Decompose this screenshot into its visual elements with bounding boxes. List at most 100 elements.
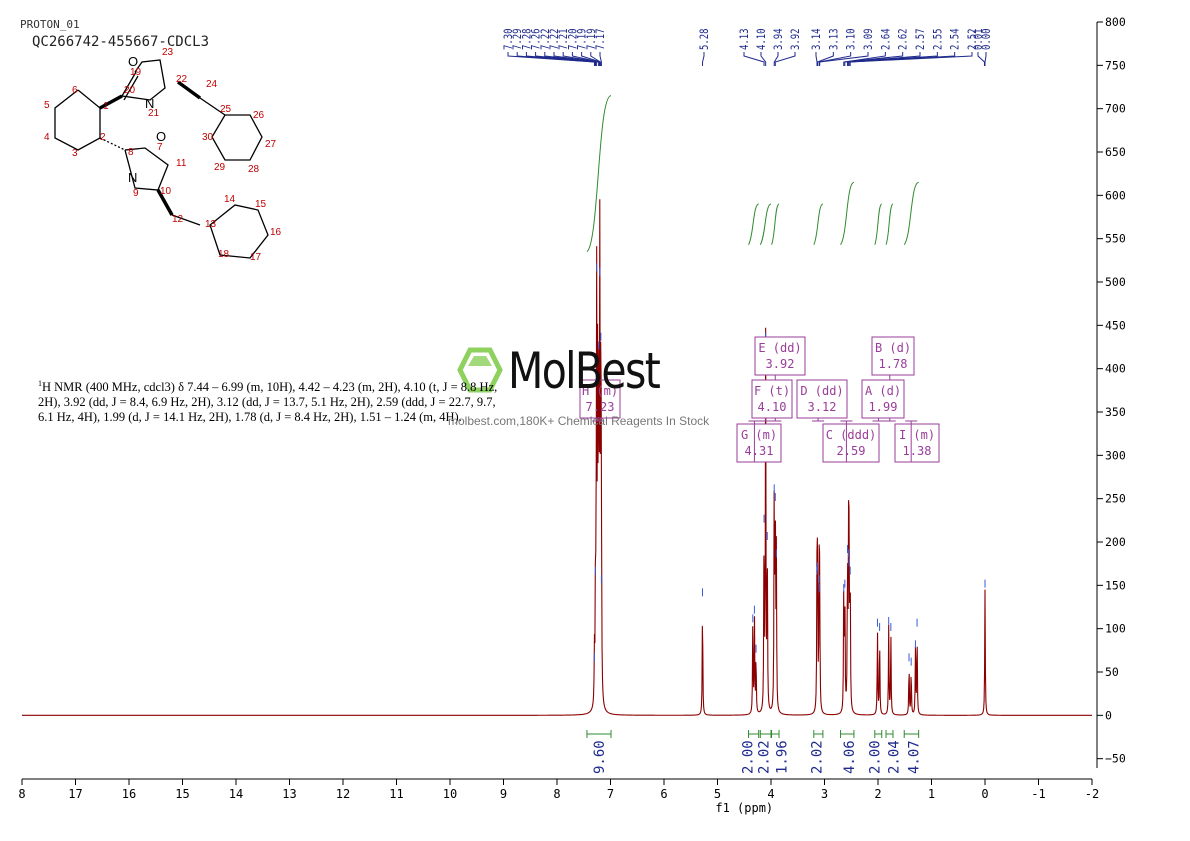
peak-label: 3.14 <box>810 28 823 50</box>
nmr-description: 1H NMR (400 MHz, cdcl3) δ 7.44 – 6.99 (m… <box>38 376 508 425</box>
benzene-lower <box>209 204 269 259</box>
multiplet-id: E (dd) <box>758 341 801 355</box>
peak-connector <box>847 52 921 66</box>
y-tick-label: 0 <box>1105 708 1112 722</box>
peak-connector <box>599 52 602 66</box>
peak-label: 2.57 <box>914 28 927 50</box>
peak-label: 7.20 <box>566 28 579 50</box>
heteroatom-label: O <box>156 129 166 144</box>
atom-number: 9 <box>133 188 139 199</box>
atom-number: 15 <box>255 199 267 210</box>
peak-label: 3.94 <box>772 28 785 50</box>
integral-labels: 9.60 2.00 2.02 1.96 2.02 4.06 2.00 2.04 4.07 <box>586 730 922 774</box>
atom-number: 11 <box>176 158 187 169</box>
multiplet-frame <box>751 379 793 419</box>
x-tick-label: 2 <box>874 787 881 801</box>
atom-number: 5 <box>44 100 50 111</box>
peak-connector <box>848 52 938 66</box>
multiplet-shift: 7.23 <box>586 400 615 414</box>
atom-number: 26 <box>253 110 265 121</box>
y-tick-label: 200 <box>1105 535 1126 549</box>
peak-label: 3.92 <box>789 28 802 50</box>
x-tick-label: 4 <box>767 787 774 801</box>
multiplet-box: C (ddd) 2.59 <box>822 420 880 463</box>
x-tick-label: 3 <box>821 787 828 801</box>
multiplet-shift: 1.99 <box>869 400 898 414</box>
peak-label: 5.28 <box>698 28 711 50</box>
peak-label: 2.55 <box>931 28 944 50</box>
multiplet-frame <box>894 423 940 463</box>
peak-label: 0.01 <box>972 28 985 50</box>
multiplet-box: F (t) 4.10 <box>751 379 793 422</box>
integral-label: 2.00 <box>741 740 757 774</box>
peak-label: 4.13 <box>738 28 751 50</box>
multiplet-frame <box>796 379 848 419</box>
peak-connector <box>844 52 904 66</box>
peak-connector <box>553 52 600 66</box>
axes: 8 17 16 15 14 13 12 11 10 9 8 7 6 5 4 3 2 1 0 -1 -2f1 (ppm)8… <box>18 15 1125 815</box>
peak-label: 2.54 <box>949 28 962 50</box>
peak-connector <box>702 52 705 66</box>
multiplet-shift: 1.78 <box>879 357 908 371</box>
multiplet-shift: 3.12 <box>808 400 837 414</box>
atom-number: 8 <box>128 147 134 158</box>
multiplet-id: F (t) <box>754 384 790 398</box>
integral-label: 9.60 <box>592 740 608 774</box>
multiplet-box: H (m) 7.23 <box>579 379 621 422</box>
atom-number: 24 <box>206 79 218 90</box>
atom-number: 3 <box>72 148 78 159</box>
atom-number: 30 <box>202 132 214 143</box>
wedge-bond-10-12 <box>156 189 174 216</box>
multiplet-id: G (m) <box>741 428 777 442</box>
peak-connector <box>571 52 601 66</box>
x-tick-label: 5 <box>714 787 721 801</box>
watermark-tagline: molbest.com,180K+ Chemical Reagents In S… <box>448 414 710 428</box>
heteroatom-label: O <box>128 54 138 69</box>
peak-label: 7.30 <box>502 28 515 50</box>
multiplet-shift: 1.38 <box>903 444 932 458</box>
benzene-upper <box>211 114 263 161</box>
atom-number: 7 <box>157 142 163 153</box>
atom-number: 2 <box>100 132 106 143</box>
peak-connector <box>843 52 886 66</box>
y-tick-label: 600 <box>1105 188 1126 202</box>
nmr-description-text: H NMR (400 MHz, cdcl3) δ 7.44 – 6.99 (m,… <box>38 380 498 425</box>
peak-connector <box>525 52 597 66</box>
multiplet-id: I (m) <box>899 428 935 442</box>
y-tick-label: 550 <box>1105 232 1126 246</box>
multiplet-frame <box>736 423 782 463</box>
atom-number: 20 <box>124 85 136 96</box>
multiplet-box: D (dd) 3.12 <box>796 379 848 422</box>
heteroatom-labels: O N O N <box>128 54 166 185</box>
peak-connector <box>562 52 600 66</box>
oxazoline-ring-lower <box>124 147 169 191</box>
integral-curve <box>874 203 883 245</box>
hash-bond-2-8 <box>99 137 126 151</box>
x-tick-label: 1 <box>928 787 935 801</box>
integral-label: 4.06 <box>842 740 858 774</box>
peak-connector <box>977 52 985 66</box>
sample-name: QC266742-455667-CDCL3 <box>32 34 210 50</box>
multiplet-box: G (m) 4.31 <box>736 420 782 463</box>
peak-connector <box>590 52 601 66</box>
oxazoline-ring-upper <box>121 59 166 101</box>
multiplet-shift: 4.10 <box>758 400 787 414</box>
peak-labels: 7.307.297.287.267.227.227.217.207.197.19… <box>502 28 993 50</box>
x-tick-label: 14 <box>229 787 243 801</box>
multiplet-id: A (d) <box>865 384 901 398</box>
molbest-logo-icon <box>457 347 503 393</box>
cyclohexane-ring <box>54 89 101 151</box>
y-tick-label: 150 <box>1105 578 1126 592</box>
peak-label: 2.52 <box>966 28 979 50</box>
x-tick-label: 12 <box>336 787 350 801</box>
y-tick-label: 750 <box>1105 58 1126 72</box>
integral-curve <box>759 203 772 245</box>
y-tick-label: 450 <box>1105 318 1126 332</box>
bond-12-13 <box>171 214 201 226</box>
y-tick-label: 350 <box>1105 405 1126 419</box>
multiplet-annotations: E (dd) 3.92 B (d) 1.78 F (t) 4.10 D (dd) 3.12 A … <box>579 336 940 463</box>
peak-label: 2.64 <box>879 28 892 50</box>
peak-connector <box>774 52 796 66</box>
peak-label: 3.10 <box>845 28 858 50</box>
wedge-bond-1-20 <box>99 94 123 110</box>
